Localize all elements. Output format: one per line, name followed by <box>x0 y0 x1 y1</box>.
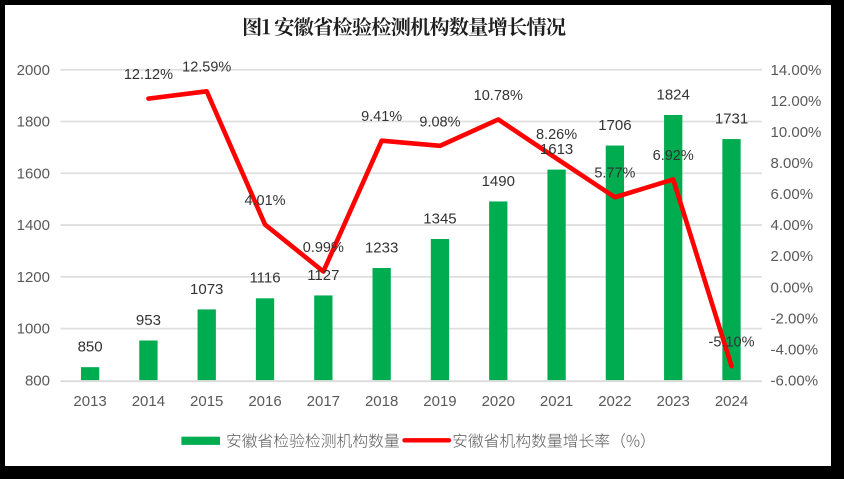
svg-text:6.00%: 6.00% <box>771 186 814 203</box>
svg-text:1200: 1200 <box>17 269 50 286</box>
svg-text:0.99%: 0.99% <box>303 240 344 256</box>
svg-text:2018: 2018 <box>365 393 398 410</box>
svg-text:-5.10%: -5.10% <box>709 335 755 351</box>
svg-text:1127: 1127 <box>307 267 339 284</box>
svg-text:1600: 1600 <box>17 165 50 182</box>
svg-text:14.00%: 14.00% <box>771 62 822 79</box>
svg-text:1613: 1613 <box>540 141 573 158</box>
svg-text:2019: 2019 <box>423 393 456 410</box>
svg-text:6.92%: 6.92% <box>653 148 694 164</box>
svg-text:12.59%: 12.59% <box>182 60 231 76</box>
svg-text:-6.00%: -6.00% <box>771 373 819 390</box>
svg-text:2021: 2021 <box>540 393 573 410</box>
svg-text:8.00%: 8.00% <box>771 155 814 172</box>
svg-text:2022: 2022 <box>598 393 631 410</box>
svg-text:2020: 2020 <box>482 393 515 410</box>
svg-text:2015: 2015 <box>190 393 223 410</box>
svg-text:2014: 2014 <box>132 393 165 410</box>
svg-text:2016: 2016 <box>248 393 281 410</box>
svg-text:2.00%: 2.00% <box>771 248 814 265</box>
svg-text:953: 953 <box>136 312 161 329</box>
svg-text:1400: 1400 <box>17 217 50 234</box>
svg-text:1345: 1345 <box>423 210 456 227</box>
svg-text:850: 850 <box>78 339 103 356</box>
svg-text:9.41%: 9.41% <box>361 109 402 125</box>
svg-text:12.12%: 12.12% <box>124 67 173 83</box>
svg-text:1824: 1824 <box>657 86 690 103</box>
svg-text:1731: 1731 <box>715 110 748 127</box>
svg-text:2000: 2000 <box>17 62 50 79</box>
svg-text:5.77%: 5.77% <box>594 166 635 182</box>
svg-text:1000: 1000 <box>17 321 50 338</box>
svg-text:1116: 1116 <box>249 270 280 287</box>
svg-text:8.26%: 8.26% <box>536 127 577 143</box>
svg-text:0.00%: 0.00% <box>771 279 814 296</box>
svg-text:-2.00%: -2.00% <box>771 310 819 327</box>
svg-text:1233: 1233 <box>365 239 398 256</box>
svg-text:2017: 2017 <box>307 393 340 410</box>
svg-text:2024: 2024 <box>715 393 748 410</box>
svg-text:10.00%: 10.00% <box>771 124 822 141</box>
svg-text:4.00%: 4.00% <box>771 217 814 234</box>
svg-text:10.78%: 10.78% <box>474 88 523 104</box>
svg-text:800: 800 <box>25 373 50 390</box>
svg-text:9.08%: 9.08% <box>419 114 460 130</box>
svg-text:12.00%: 12.00% <box>771 93 822 110</box>
svg-text:1490: 1490 <box>482 173 515 190</box>
svg-text:1073: 1073 <box>190 281 223 298</box>
svg-text:2023: 2023 <box>657 393 690 410</box>
svg-text:-4.00%: -4.00% <box>771 341 819 358</box>
svg-text:4.01%: 4.01% <box>244 193 285 209</box>
svg-text:2013: 2013 <box>73 393 106 410</box>
svg-text:1706: 1706 <box>598 117 631 134</box>
svg-text:1800: 1800 <box>17 114 50 131</box>
